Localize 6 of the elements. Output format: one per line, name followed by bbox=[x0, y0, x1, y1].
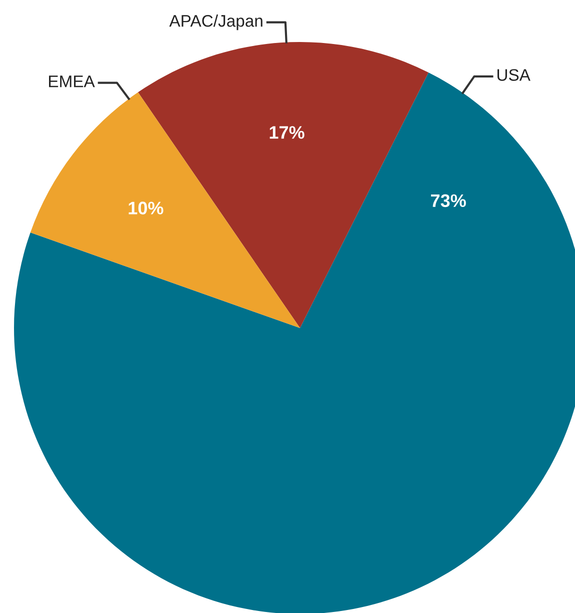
data-label: 10% bbox=[128, 202, 164, 214]
data-label: 17% bbox=[270, 126, 304, 139]
slice-label: USA bbox=[497, 69, 530, 81]
slice-label: APAC/Japan bbox=[169, 14, 262, 30]
slice-label: EMEA bbox=[49, 76, 95, 88]
data-label: 73% bbox=[431, 194, 466, 208]
